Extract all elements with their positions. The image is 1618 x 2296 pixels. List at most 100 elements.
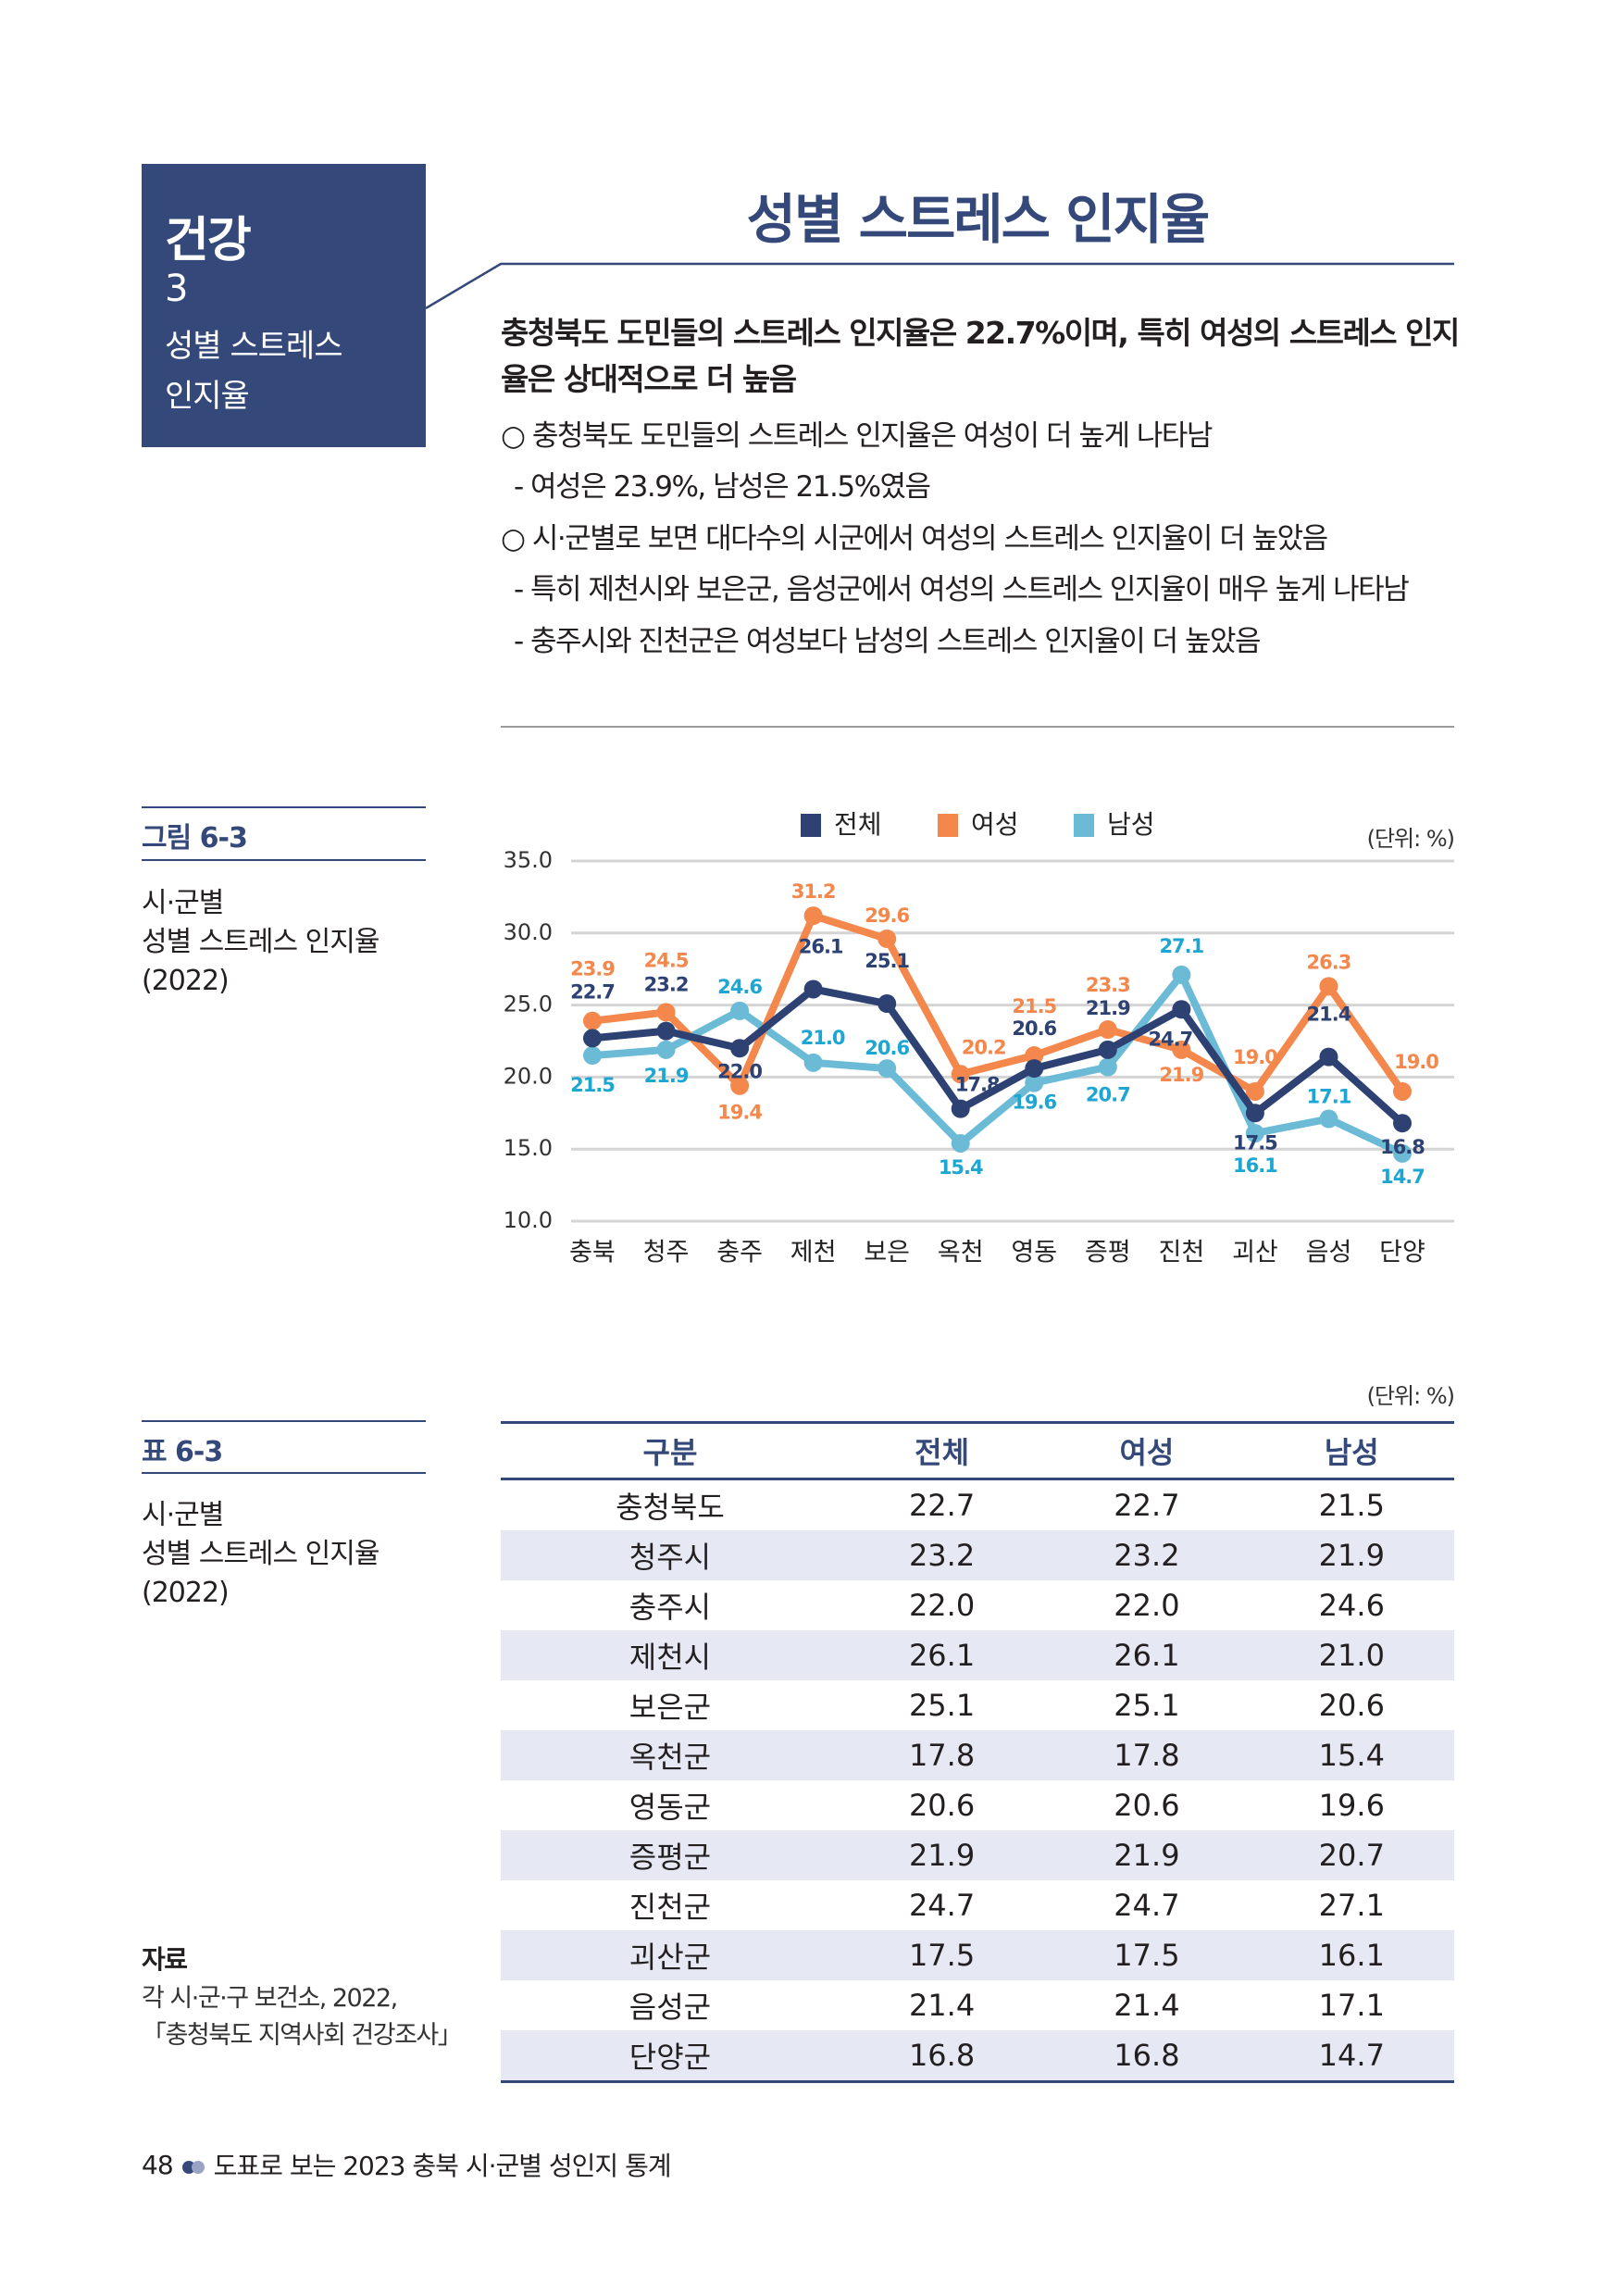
data-point-1 (730, 1076, 750, 1095)
section-category: 건강 (165, 213, 252, 268)
cell-male: 14.7 (1249, 2030, 1454, 2083)
data-point-1 (1172, 1040, 1191, 1059)
data-point-2 (656, 1040, 676, 1059)
cell-region: 보은군 (629, 1690, 712, 1725)
table-label-top-line (142, 1420, 426, 1422)
data-label: 20.2 (962, 1036, 1006, 1058)
cell-female: 23.2 (1114, 1538, 1180, 1573)
data-label: 23.3 (1086, 974, 1130, 996)
x-tick-label: 진천 (1159, 1239, 1205, 1267)
cell-female: 17.8 (1114, 1738, 1180, 1773)
legend-swatch (1074, 814, 1094, 837)
cell-male: 20.6 (1318, 1688, 1385, 1723)
source-line1: 각 시·군·구 보건소, 2022, (142, 1984, 398, 2013)
page-title: 성별 스트레스 인지율 (746, 188, 1211, 251)
table-header-row: 구분 전체 여성 남성 (501, 1421, 1454, 1480)
data-point-2 (1245, 1124, 1264, 1143)
figure-label-top-line (142, 806, 426, 808)
data-point-1 (1319, 977, 1338, 996)
data-point-1 (951, 1065, 970, 1084)
data-point-0 (951, 1099, 970, 1118)
data-point-1 (583, 1011, 602, 1030)
data-label: 25.1 (865, 950, 909, 972)
cell-male: 27.1 (1318, 1888, 1385, 1923)
data-point-0 (1172, 1000, 1191, 1019)
footer-dots-icon (181, 2150, 205, 2180)
data-point-2 (1098, 1057, 1117, 1077)
cell-total: 17.8 (908, 1738, 976, 1773)
legend-swatch (938, 814, 958, 837)
data-point-2 (877, 1059, 897, 1079)
cell-female: 24.7 (1114, 1888, 1180, 1923)
series-line-2 (591, 970, 1404, 1157)
cell-region: 영동군 (629, 1790, 712, 1825)
data-label: 21.9 (1159, 1064, 1203, 1086)
data-label: 19.0 (1233, 1046, 1277, 1068)
cell-female: 22.7 (1114, 1488, 1180, 1523)
table-row: 충주시 22.0 22.0 24.6 (501, 1580, 1454, 1630)
cell-male: 19.6 (1318, 1788, 1385, 1823)
cell-total: 17.5 (908, 1938, 976, 1973)
title-connector-line (425, 262, 1454, 310)
bullet-1: ○ 충청북도 도민들의 스트레스 인지율은 여성이 더 높게 나타남 (501, 419, 1213, 453)
data-point-1 (1098, 1020, 1117, 1040)
data-point-2 (730, 1001, 750, 1020)
table-row: 청주시 23.2 23.2 21.9 (501, 1530, 1454, 1580)
cell-region: 충주시 (629, 1590, 712, 1625)
data-label: 17.8 (955, 1074, 1000, 1096)
cell-total: 26.1 (908, 1638, 976, 1673)
cell-region: 괴산군 (629, 1940, 712, 1975)
cell-male: 21.5 (1318, 1488, 1385, 1523)
cell-total: 20.6 (908, 1788, 976, 1823)
figure-caption: 시·군별 성별 스트레스 인지율 (2022) (142, 884, 380, 1001)
data-label: 21.5 (570, 1074, 615, 1096)
x-tick-label: 청주 (643, 1239, 690, 1267)
table-caption: 시·군별 성별 스트레스 인지율 (2022) (142, 1496, 380, 1613)
data-label: 19.4 (717, 1102, 762, 1124)
header-female: 여성 (1044, 1421, 1250, 1480)
cell-total: 25.1 (908, 1688, 976, 1723)
table-caption-line3: (2022) (142, 1577, 230, 1609)
data-label: 23.2 (644, 974, 689, 996)
legend-swatch (801, 814, 821, 837)
section-box: 건강 3 성별 스트레스 인지율 (142, 164, 426, 447)
section-name-line1: 성별 스트레스 (165, 328, 342, 365)
figure-caption-line2: 성별 스트레스 인지율 (142, 926, 380, 958)
x-tick-label: 증평 (1085, 1239, 1131, 1267)
cell-female: 25.1 (1114, 1688, 1180, 1723)
cell-female: 17.5 (1114, 1938, 1180, 1973)
data-point-1 (1245, 1081, 1264, 1101)
cell-region: 진천군 (629, 1890, 712, 1925)
source-title: 자료 (142, 1944, 188, 1975)
cell-female: 21.9 (1114, 1838, 1180, 1873)
table-row: 영동군 20.6 20.6 19.6 (501, 1780, 1454, 1830)
data-point-1 (803, 906, 823, 926)
data-label: 20.6 (1012, 1017, 1056, 1040)
cell-region: 청주시 (629, 1540, 712, 1575)
y-tick-label: 15.0 (504, 1135, 553, 1161)
data-label: 23.9 (570, 958, 615, 980)
table-row: 증평군 21.9 21.9 20.7 (501, 1830, 1454, 1880)
section-name: 성별 스트레스 인지율 (165, 321, 342, 421)
cell-male: 17.1 (1318, 1988, 1385, 2023)
data-label: 31.2 (791, 880, 836, 903)
cell-female: 21.4 (1114, 1988, 1180, 2023)
figure-label: 그림 6-3 (142, 822, 248, 855)
data-label: 21.0 (801, 1027, 845, 1049)
data-label: 21.5 (1012, 995, 1056, 1017)
cell-female: 26.1 (1114, 1638, 1180, 1673)
data-point-1 (1393, 1081, 1412, 1101)
data-point-2 (1025, 1073, 1044, 1092)
table-row: 옥천군 17.8 17.8 15.4 (501, 1730, 1454, 1780)
data-point-0 (1319, 1047, 1338, 1067)
data-point-0 (730, 1039, 750, 1058)
summary-text: 충청북도 도민들의 스트레스 인지율은 22.7%이며, 특히 여성의 스트레스… (501, 315, 1460, 397)
legend-label: 여성 (971, 809, 1019, 840)
data-label: 21.9 (1086, 997, 1130, 1019)
section-divider (501, 726, 1454, 728)
header-total: 전체 (839, 1421, 1045, 1480)
data-label: 29.6 (865, 905, 909, 927)
y-tick-label: 25.0 (504, 992, 553, 1017)
x-tick-label: 옥천 (938, 1239, 984, 1267)
x-tick-label: 단양 (1379, 1239, 1425, 1267)
